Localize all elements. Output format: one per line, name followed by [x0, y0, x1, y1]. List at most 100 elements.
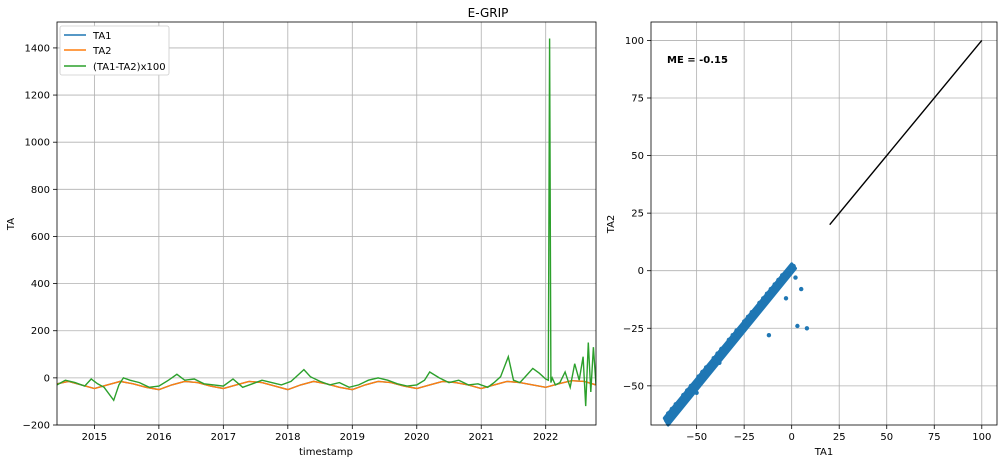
scatter-chart-x-label: TA1 [814, 447, 834, 458]
line-chart-grid [57, 22, 596, 426]
scatter-point [703, 365, 709, 370]
line-chart-x-tick-label: 2022 [533, 432, 558, 443]
scatter-point [738, 326, 743, 331]
line-chart-frame [56, 21, 597, 426]
scatter-point [780, 273, 785, 278]
scatter-point [665, 411, 671, 416]
legend: TA1 TA2 (TA1-TA2)x100 [59, 25, 170, 76]
line-chart-x-tick-label: 2019 [340, 432, 365, 443]
scatter-point [778, 280, 783, 285]
scatter-point [664, 418, 669, 423]
line-chart-y-ticks: −200 0 200 400 600 800 1000 1200 1400 [23, 43, 57, 432]
line-chart-x-tick-label: 2017 [211, 432, 236, 443]
series-diff-line [57, 38, 596, 407]
scatter-point [694, 381, 699, 386]
scatter-point [681, 392, 686, 398]
scatter-point [757, 300, 762, 306]
scatter-x-tick-label: −25 [734, 432, 755, 443]
legend-box [59, 25, 170, 76]
line-chart: 2015 2016 2017 2018 2019 2020 2021 2022 −200 0 20… [6, 21, 597, 458]
scatter-point [730, 333, 735, 338]
scatter-point [696, 374, 701, 379]
line-chart-y-tick-label: 1400 [25, 43, 50, 54]
line-chart-y-tick-label: 200 [31, 326, 50, 337]
line-chart-x-label: timestamp [299, 447, 353, 458]
scatter-chart-y-ticks: −50 −25 0 25 50 75 100 [623, 36, 651, 392]
scatter-point [764, 291, 770, 296]
scatter-chart-x-ticks: −50 −25 0 25 50 75 100 [686, 425, 991, 443]
line-chart-y-tick-label: −200 [23, 421, 50, 432]
scatter-point [700, 369, 705, 375]
scatter-chart-y-label: TA2 [606, 215, 617, 235]
scatter-x-tick-label: 50 [880, 432, 893, 443]
scatter-point [783, 296, 789, 301]
legend-label-ta2: TA2 [92, 46, 112, 57]
scatter-point [715, 351, 720, 356]
line-chart-x-tick-label: 2018 [275, 432, 300, 443]
scatter-x-tick-label: 75 [928, 432, 941, 443]
scatter-y-tick-label: 100 [625, 36, 644, 47]
line-chart-x-tick-label: 2021 [469, 432, 494, 443]
scatter-point [688, 383, 694, 389]
scatter-y-tick-label: 0 [638, 266, 644, 277]
line-chart-y-tick-label: 400 [31, 279, 50, 290]
scatter-point [742, 319, 747, 324]
scatter-x-tick-label: 100 [972, 432, 991, 443]
line-chart-x-tick-label: 2020 [404, 432, 429, 443]
scatter-point [795, 323, 800, 329]
line-chart-x-ticks: 2015 2016 2017 2018 2019 2020 2021 2022 [82, 425, 558, 443]
scatter-y-tick-label: −50 [623, 381, 644, 392]
scatter-y-tick-label: 75 [631, 93, 644, 104]
scatter-point [793, 275, 798, 280]
scatter-point [679, 399, 684, 405]
line-chart-y-tick-label: 600 [31, 232, 50, 243]
line-chart-series [57, 38, 596, 407]
scatter-point [766, 333, 772, 338]
line-chart-y-tick-label: 1000 [25, 138, 50, 149]
scatter-y-tick-label: 25 [631, 209, 644, 220]
line-chart-y-tick-label: 0 [44, 373, 50, 384]
scatter-chart-grid [651, 22, 997, 425]
scatter-point [724, 344, 730, 349]
legend-label-ta1: TA1 [92, 31, 112, 42]
scatter-point [719, 346, 724, 352]
scatter-point [694, 390, 699, 395]
scatter-points [662, 262, 810, 427]
scatter-y-tick-label: 50 [631, 151, 644, 162]
scatter-point [791, 263, 796, 269]
scatter-point [745, 314, 751, 319]
scatter-point [673, 402, 678, 407]
scatter-point [768, 286, 773, 292]
mean-error-annotation: ME = -0.15 [667, 55, 728, 66]
scatter-y-tick-label: −25 [623, 324, 644, 335]
scatter-point [734, 328, 739, 333]
scatter-point [804, 326, 810, 331]
scatter-point [709, 362, 714, 368]
scatter-point [772, 282, 777, 287]
scatter-point [717, 360, 722, 365]
reference-line [829, 39, 983, 226]
scatter-point [749, 310, 754, 315]
scatter-point [711, 356, 716, 361]
one-to-one-line [829, 39, 983, 226]
scatter-point [787, 268, 792, 273]
line-chart-x-tick-label: 2016 [146, 432, 171, 443]
legend-label-diff: (TA1-TA2)x100 [93, 62, 166, 73]
scatter-point [726, 337, 732, 342]
scatter-x-tick-label: −50 [686, 432, 707, 443]
line-chart-y-tick-label: 800 [31, 185, 50, 196]
scatter-x-tick-label: 0 [788, 432, 794, 443]
scatter-point [761, 296, 766, 301]
scatter-chart: −50 −25 0 25 50 75 100 −50 −25 0 25 50 75 100 TA1 TA… [606, 21, 998, 458]
scatter-point [783, 273, 789, 278]
scatter-point [799, 286, 804, 292]
line-chart-y-label: TA [6, 218, 17, 231]
scatter-point [684, 388, 690, 393]
figure-title: E-GRIP [468, 6, 509, 20]
scatter-point [753, 307, 758, 313]
scatter-x-tick-label: 25 [833, 432, 846, 443]
scatter-point [669, 406, 675, 412]
line-chart-x-tick-label: 2015 [82, 432, 107, 443]
scatter-chart-frame [650, 21, 998, 426]
